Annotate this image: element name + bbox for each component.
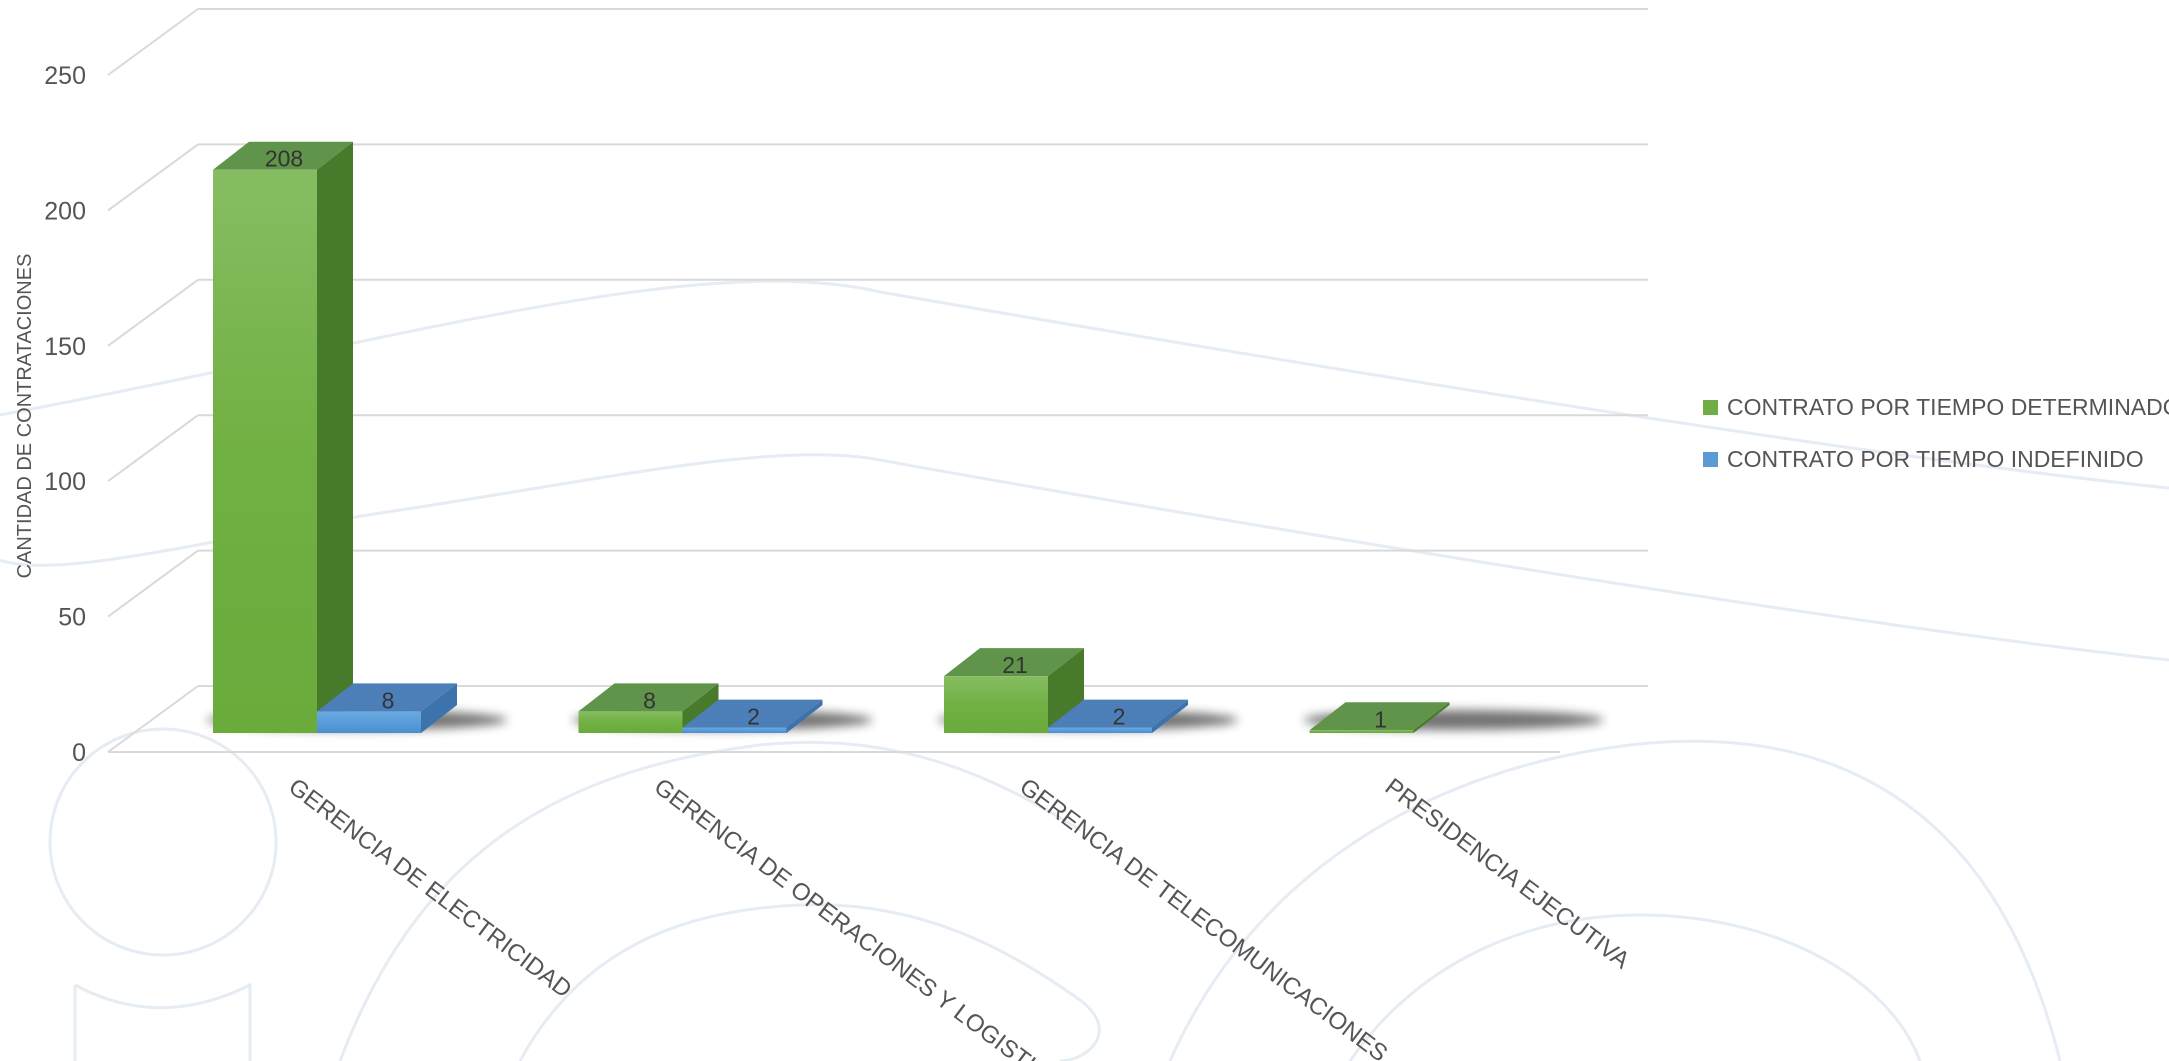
- legend-swatch-determinado: [1703, 399, 1718, 415]
- category-label: GERENCIA DE TELECOMUNICACIONES: [1014, 773, 1392, 1061]
- data-label: 208: [265, 146, 303, 172]
- data-label: 8: [643, 687, 656, 713]
- bar-determinado: [213, 141, 353, 734]
- y-tick-label: 50: [58, 604, 86, 632]
- data-label: 2: [1113, 704, 1126, 730]
- bar-indefinido: [317, 683, 457, 733]
- legend-label-determinado: CONTRATO POR TIEMPO DETERMINADO: [1727, 393, 2169, 420]
- category-label: GERENCIA DE ELECTRICIDAD: [283, 773, 576, 1003]
- category-label: PRESIDENCIA EJECUTIVA: [1380, 773, 1634, 974]
- wall-gridline: [107, 685, 199, 753]
- data-label: 8: [382, 687, 395, 713]
- bar-determinado: [944, 648, 1084, 733]
- wall-gridline: [107, 549, 199, 618]
- bar-determinado: [1309, 702, 1450, 733]
- x-axis: GERENCIA DE ELECTRICIDAD GERENCIA DE OPER…: [283, 773, 1634, 1061]
- wall-gridline: [107, 278, 199, 347]
- legend: CONTRATO POR TIEMPO DETERMINADO CONTRATO…: [1703, 392, 2169, 496]
- wall-gridline: [107, 414, 199, 483]
- wall-gridline: [107, 143, 199, 212]
- legend-label-indefinido: CONTRATO POR TIEMPO INDEFINIDO: [1727, 445, 2144, 472]
- bar-indefinido: [682, 699, 823, 733]
- legend-swatch-indefinido: [1703, 451, 1718, 467]
- grid-layer: [107, 8, 1648, 753]
- y-tick-label: 0: [72, 739, 86, 767]
- bar-indefinido: [1048, 699, 1188, 733]
- y-tick-label: 250: [44, 62, 86, 90]
- y-tick-label: 100: [44, 468, 86, 496]
- background-watermark: [0, 279, 2169, 1061]
- data-label: 21: [1002, 652, 1028, 678]
- wall-gridline: [107, 8, 199, 76]
- y-axis-label: CANTIDAD DE CONTRATACIONES: [14, 254, 36, 579]
- y-axis: 0 50 100 150 200 250: [44, 62, 86, 767]
- data-label: 2: [747, 704, 760, 730]
- y-tick-label: 200: [44, 197, 86, 225]
- y-tick-label: 150: [44, 333, 86, 361]
- legend-item-indefinido: CONTRATO POR TIEMPO INDEFINIDO: [1703, 444, 2169, 474]
- data-label: 1: [1374, 706, 1387, 732]
- legend-item-determinado: CONTRATO POR TIEMPO DETERMINADO: [1703, 392, 2169, 422]
- bars-layer: [207, 141, 1604, 734]
